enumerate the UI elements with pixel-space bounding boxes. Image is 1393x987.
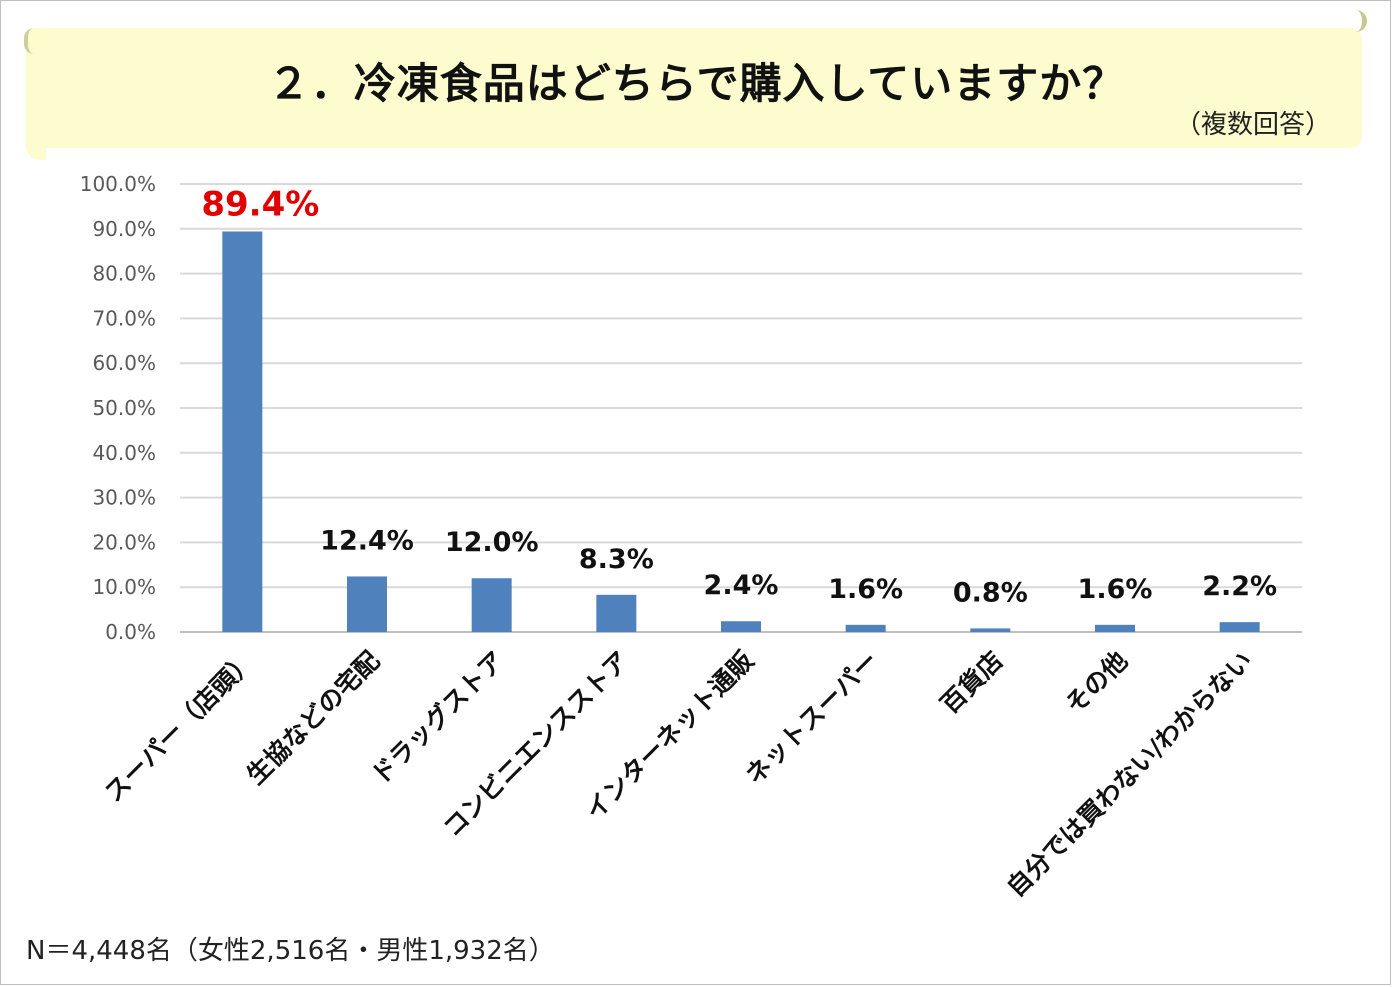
bars bbox=[222, 231, 1260, 632]
y-tick-label: 60.0% bbox=[92, 351, 156, 375]
bar bbox=[721, 621, 761, 632]
x-category-label: ドラッグストア bbox=[366, 646, 510, 790]
data-label: 12.4% bbox=[320, 525, 414, 556]
bar bbox=[970, 628, 1011, 632]
bar bbox=[222, 231, 263, 632]
data-label: 2.4% bbox=[704, 570, 779, 601]
title-banner bbox=[26, 28, 1362, 148]
bar bbox=[471, 578, 512, 632]
sample-size-note: N＝4,448名（女性2,516名・男性1,932名） bbox=[26, 936, 555, 966]
x-category-label: 百貨店 bbox=[935, 646, 1009, 720]
x-category-label: 生協などの宅配 bbox=[241, 646, 385, 790]
y-tick-label: 70.0% bbox=[92, 306, 156, 330]
y-tick-label: 10.0% bbox=[92, 575, 156, 599]
x-category-label: ネットスーパー bbox=[740, 646, 884, 790]
chart-title: ２．冷凍食品はどちらで購入していますか？ bbox=[267, 59, 1126, 108]
banner-curl-decoration bbox=[26, 140, 46, 160]
y-axis-ticks: 0.0% 10.0% 20.0% 30.0% 40.0% 50.0% 60.0% 70.0% 8… bbox=[80, 172, 156, 644]
bar bbox=[845, 624, 886, 632]
y-tick-label: 90.0% bbox=[92, 217, 156, 241]
x-axis-categories: スーパー（店頭）生協などの宅配ドラッグストアコンビニエンスストアインターネット通… bbox=[99, 645, 1258, 902]
data-label: 1.6% bbox=[828, 574, 903, 605]
data-labels: 89.4% 12.4% 12.0% 8.3% 2.4% 1.6% 0.8% 1.6% 2.2% bbox=[201, 184, 1277, 608]
x-category-label: その他 bbox=[1060, 646, 1134, 720]
y-tick-label: 0.0% bbox=[105, 620, 156, 644]
banner-curl-decoration bbox=[1342, 10, 1367, 32]
y-tick-label: 20.0% bbox=[92, 530, 156, 554]
gridlines bbox=[180, 183, 1302, 633]
bar bbox=[1095, 624, 1135, 632]
x-category-label: スーパー（店頭） bbox=[99, 646, 261, 808]
x-category-label: 自分では買わない/わからない bbox=[1001, 646, 1258, 903]
y-tick-label: 40.0% bbox=[92, 441, 156, 465]
data-label: 12.0% bbox=[445, 527, 539, 558]
bar bbox=[596, 594, 637, 632]
y-tick-label: 50.0% bbox=[92, 396, 156, 420]
data-label: 2.2% bbox=[1202, 571, 1277, 602]
data-label: 1.6% bbox=[1078, 574, 1153, 605]
bar bbox=[1219, 622, 1260, 632]
y-tick-label: 100.0% bbox=[80, 172, 156, 196]
y-tick-label: 30.0% bbox=[92, 486, 156, 510]
data-label: 0.8% bbox=[953, 577, 1028, 608]
data-label: 8.3% bbox=[579, 544, 654, 575]
chart-subtitle: （複数回答） bbox=[1174, 110, 1331, 140]
y-tick-label: 80.0% bbox=[92, 262, 156, 286]
bar bbox=[347, 576, 387, 632]
highlight-data-label: 89.4% bbox=[201, 184, 319, 224]
banner-curl-decoration bbox=[24, 28, 42, 54]
